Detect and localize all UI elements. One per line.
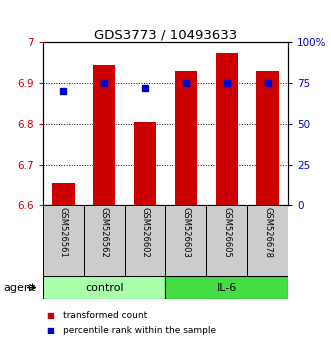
Bar (43, 276, 166, 299)
Bar (215, 53, 238, 205)
Bar (52, 183, 75, 205)
Text: GSM526602: GSM526602 (141, 207, 150, 258)
Text: agent: agent (3, 282, 36, 293)
Text: GSM526561: GSM526561 (59, 207, 68, 258)
Bar (175, 71, 197, 205)
Text: GSM526605: GSM526605 (222, 207, 231, 258)
Text: GSM526678: GSM526678 (263, 207, 272, 258)
Bar (93, 65, 116, 205)
Text: transformed count: transformed count (63, 310, 147, 320)
Bar (134, 122, 156, 205)
Bar (256, 71, 279, 205)
Text: ■: ■ (46, 310, 54, 320)
Bar (166, 205, 206, 276)
Text: ■: ■ (46, 326, 54, 336)
Title: GDS3773 / 10493633: GDS3773 / 10493633 (94, 28, 237, 41)
Bar (125, 205, 166, 276)
Text: IL-6: IL-6 (216, 282, 237, 293)
Text: control: control (85, 282, 123, 293)
Text: percentile rank within the sample: percentile rank within the sample (63, 326, 216, 336)
Text: GSM526603: GSM526603 (181, 207, 190, 258)
Text: GSM526562: GSM526562 (100, 207, 109, 258)
Bar (43, 205, 84, 276)
Bar (84, 205, 125, 276)
Bar (247, 205, 288, 276)
Bar (206, 205, 247, 276)
Bar (166, 276, 288, 299)
